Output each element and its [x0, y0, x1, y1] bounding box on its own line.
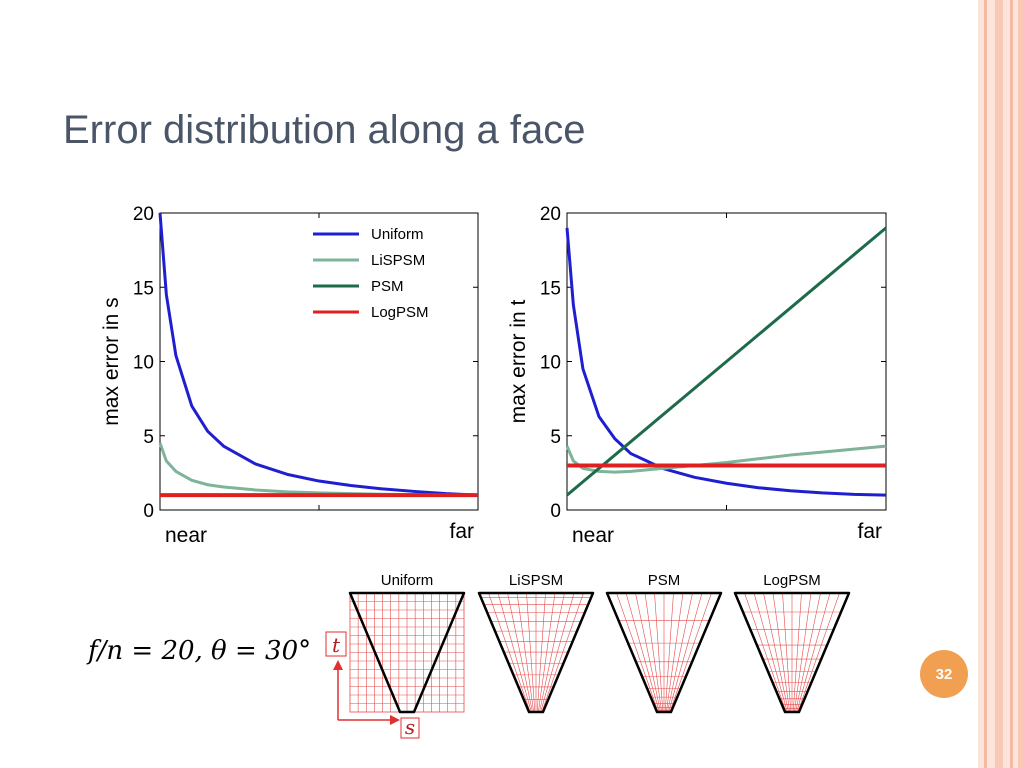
grid-line — [635, 592, 661, 713]
grid-line — [782, 592, 792, 713]
st-axes: ts — [325, 631, 420, 739]
diagram-uniform: Uniform — [348, 572, 466, 714]
grid-line — [763, 592, 789, 713]
diagram-label: Uniform — [381, 572, 434, 589]
grid-line — [488, 592, 531, 713]
page-number-badge: 32 — [920, 650, 968, 698]
frustum-outline — [348, 591, 466, 714]
border-stripe-line — [984, 0, 987, 768]
y-axis-label: max error in s — [100, 297, 123, 425]
grid-line — [536, 592, 546, 713]
grid-line — [797, 592, 840, 713]
y-tick-label: 15 — [540, 278, 561, 299]
grid-line — [744, 592, 787, 713]
series-line-psm — [566, 226, 887, 497]
diagram-logpsm: LogPSM — [733, 572, 851, 714]
grid-line — [666, 592, 684, 713]
x-tick-label-far: far — [449, 520, 474, 543]
grid-line — [625, 592, 660, 713]
diagram-label: PSM — [648, 572, 681, 589]
series-line-lispsm — [565, 444, 887, 474]
axis-t-box — [325, 631, 347, 657]
y-tick-label: 20 — [133, 204, 154, 225]
y-tick-label: 0 — [550, 501, 561, 522]
grid-line — [796, 592, 831, 713]
grid-line — [516, 592, 534, 713]
chart-1: 0 5 10 15 20 near far max error in s Uniform LiSP… — [100, 204, 479, 547]
grid-line — [772, 592, 790, 713]
legend-label-psm: PSM — [371, 278, 404, 295]
x-tick-label-near: near — [572, 524, 614, 547]
grid-line — [667, 592, 693, 713]
y-tick-label: 5 — [143, 427, 154, 448]
grid-line — [794, 592, 812, 713]
legend-label-uniform: Uniform — [371, 226, 424, 243]
y-tick-label: 10 — [540, 353, 561, 374]
grid-line — [654, 592, 664, 713]
y-tick-label: 20 — [540, 204, 561, 225]
axis-t-label: t — [332, 633, 341, 657]
grid-line — [795, 592, 821, 713]
grid-line — [616, 592, 659, 713]
axis-s-label: s — [405, 715, 415, 739]
frustum-outline — [733, 591, 851, 714]
grid-line — [541, 592, 584, 713]
diagram-lispsm: LiSPSM — [477, 572, 595, 714]
charts-canvas: 0 5 10 15 20 near far max error in s Uniform LiSP… — [100, 204, 887, 739]
diagram-psm: PSM — [605, 572, 723, 714]
axis-s-arrowhead — [390, 715, 400, 725]
grid-line — [538, 592, 556, 713]
y-tick-label: 0 — [143, 501, 154, 522]
legend-label-lispsm: LiSPSM — [371, 252, 425, 269]
border-stripe-line — [995, 0, 1003, 768]
series-line-uniform — [565, 227, 887, 497]
frustum-outline — [605, 591, 723, 714]
grid-line — [753, 592, 788, 713]
border-stripe-line — [1018, 0, 1024, 768]
grid-line — [526, 592, 536, 713]
grid-line — [668, 592, 703, 713]
chart-2: 0 5 10 15 20 near far max error in t — [507, 204, 887, 547]
axis-t-arrowhead — [333, 660, 343, 670]
series-line-uniform — [158, 212, 479, 497]
grid-line — [644, 592, 662, 713]
grid-line — [792, 592, 802, 713]
axis-s-box — [400, 717, 420, 739]
plot-frame — [159, 212, 479, 511]
border-stripe-line — [1010, 0, 1013, 768]
y-tick-label: 5 — [550, 427, 561, 448]
diagram-label: LogPSM — [763, 572, 821, 589]
legend-label-logpsm: LogPSM — [371, 304, 429, 321]
slide-title: Error distribution along a face — [63, 108, 586, 152]
grid-line — [669, 592, 712, 713]
series-line-lispsm — [158, 442, 479, 497]
formula: f/n = 20, θ = 30° — [88, 636, 312, 666]
y-tick-label: 15 — [133, 278, 154, 299]
x-tick-label-near: near — [165, 524, 207, 547]
frustum-outline — [477, 591, 595, 714]
diagram-label: LiSPSM — [509, 572, 563, 589]
grid-line — [539, 592, 565, 713]
y-tick-label: 10 — [133, 353, 154, 374]
grid-line — [507, 592, 533, 713]
x-tick-label-far: far — [857, 520, 882, 543]
y-axis-label: max error in t — [507, 299, 530, 423]
grid-line — [664, 592, 674, 713]
